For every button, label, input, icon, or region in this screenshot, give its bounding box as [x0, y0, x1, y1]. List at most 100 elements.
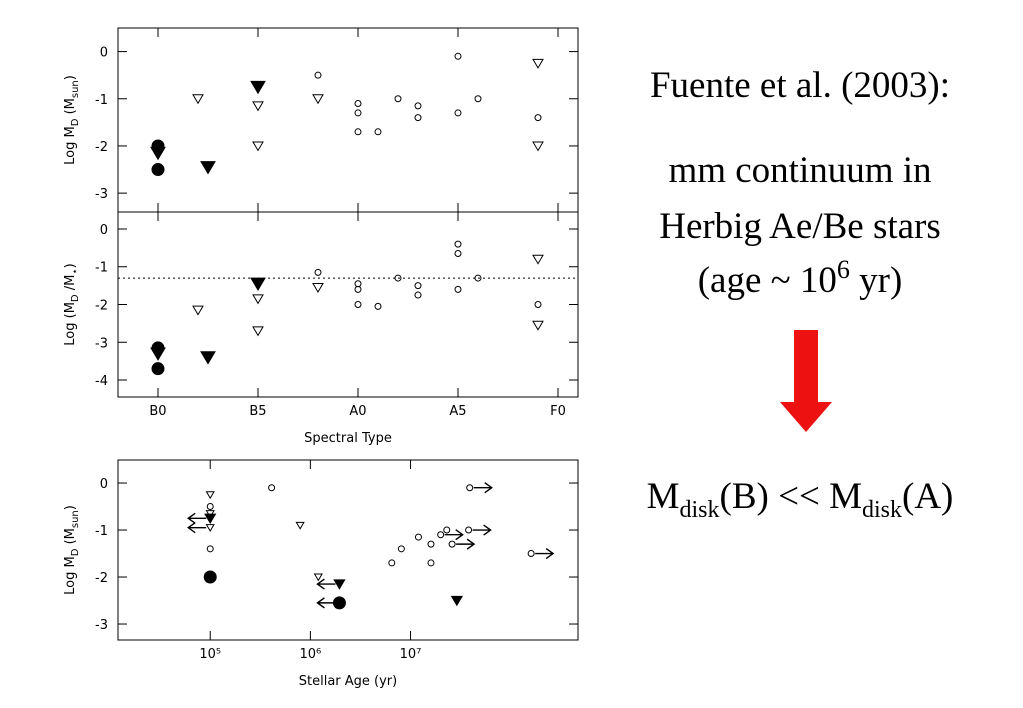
point — [192, 94, 204, 105]
point — [250, 277, 266, 292]
y-tick-label: -1 — [95, 93, 108, 108]
y-axis-label: Log MD (Msun) — [63, 75, 81, 165]
point — [454, 109, 462, 117]
point — [252, 101, 264, 112]
point — [454, 240, 462, 248]
point — [427, 559, 435, 567]
point — [354, 99, 362, 107]
label-part: ) — [63, 505, 78, 510]
point — [374, 128, 382, 136]
x-tick-label: B5 — [249, 404, 266, 419]
conclusion: Mdisk(B) << Mdisk(A) — [647, 476, 954, 523]
point — [414, 291, 422, 299]
point — [394, 274, 402, 282]
point — [454, 250, 462, 258]
point — [206, 545, 214, 553]
x-tick-label: 10⁷ — [400, 647, 422, 662]
point — [205, 491, 215, 500]
y-tick-label: -3 — [95, 187, 108, 202]
subscript: disk — [862, 497, 902, 523]
text-part: (age ~ 10 — [698, 260, 837, 301]
citation: Fuente et al. (2003): — [650, 65, 950, 106]
point — [414, 282, 422, 290]
x-axis-label: Spectral Type — [304, 431, 392, 446]
point — [414, 114, 422, 122]
point — [192, 305, 204, 316]
point — [206, 503, 214, 511]
point — [205, 524, 215, 533]
point — [414, 533, 422, 541]
point — [414, 102, 422, 110]
point — [532, 141, 544, 152]
text-part: (A) — [902, 476, 953, 517]
point — [151, 362, 165, 376]
x-tick-label: A5 — [449, 404, 466, 419]
y-tick-label: -2 — [95, 140, 108, 155]
label-part: Log M — [63, 556, 78, 595]
point — [532, 320, 544, 331]
label-part: ) — [63, 75, 78, 80]
y-tick-label: -4 — [95, 374, 108, 389]
point — [374, 302, 382, 310]
y-tick-label: 0 — [100, 477, 108, 492]
limit-arrow — [316, 578, 336, 590]
point — [203, 570, 217, 584]
point — [454, 285, 462, 293]
label-part: /M — [63, 275, 78, 295]
subscript: D — [70, 294, 81, 302]
point — [252, 326, 264, 337]
point — [534, 114, 542, 122]
y-axis-label: Log (MD /M⋆) — [63, 263, 81, 345]
subscript: D — [70, 118, 81, 126]
point — [295, 521, 305, 530]
plot-frame — [117, 211, 579, 398]
point — [443, 526, 451, 534]
point — [394, 95, 402, 103]
x-axis-label: Stellar Age (yr) — [299, 674, 397, 689]
text-part: yr) — [850, 260, 902, 301]
note-line: mm continuum in — [668, 150, 931, 191]
limit-arrow — [473, 482, 493, 494]
point — [252, 294, 264, 305]
label-part: (M — [63, 528, 78, 548]
point — [150, 146, 166, 161]
point — [354, 128, 362, 136]
x-tick-label: B0 — [149, 404, 166, 419]
point — [354, 109, 362, 117]
limit-arrow — [444, 529, 464, 541]
point — [312, 283, 324, 293]
point — [151, 163, 165, 177]
point — [250, 80, 266, 95]
text-part: (B) << M — [720, 476, 862, 517]
superscript: 6 — [837, 255, 850, 284]
point — [200, 351, 216, 365]
point — [150, 347, 166, 361]
y-tick-label: -3 — [95, 618, 108, 633]
down-arrow — [780, 330, 832, 432]
label-part: ) — [63, 263, 78, 268]
limit-arrow — [456, 538, 476, 550]
text-part: M — [647, 476, 680, 517]
limit-arrow — [187, 522, 207, 534]
y-tick-label: -1 — [95, 524, 108, 539]
note-line: (age ~ 106 yr) — [698, 255, 903, 301]
point — [427, 540, 435, 548]
point — [268, 484, 276, 492]
y-axis-label: Log MD (Msun) — [63, 505, 81, 595]
plot-frame — [117, 27, 579, 213]
point — [313, 573, 323, 582]
subscript: D — [70, 548, 81, 556]
point — [534, 301, 542, 308]
y-tick-label: 0 — [100, 223, 108, 238]
y-tick-label: -2 — [95, 571, 108, 586]
point — [312, 94, 324, 105]
point — [200, 161, 216, 175]
limit-arrow — [187, 512, 207, 524]
point — [448, 540, 456, 548]
y-tick-label: -1 — [95, 261, 108, 276]
point — [465, 526, 473, 534]
point — [314, 71, 322, 79]
limit-arrow — [316, 597, 336, 609]
point — [252, 141, 264, 152]
